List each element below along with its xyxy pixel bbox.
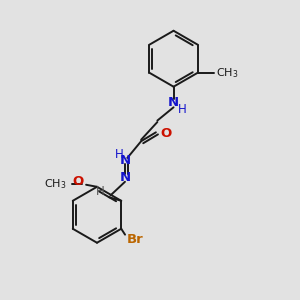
Text: H: H — [115, 148, 124, 161]
Text: O: O — [160, 127, 172, 140]
Text: H: H — [178, 103, 187, 116]
Text: H: H — [96, 185, 104, 198]
Text: Br: Br — [127, 232, 143, 246]
Text: CH$_3$: CH$_3$ — [44, 177, 67, 191]
Text: N: N — [167, 96, 178, 110]
Text: N: N — [119, 154, 130, 167]
Text: CH$_3$: CH$_3$ — [216, 66, 239, 80]
Text: O: O — [73, 175, 84, 188]
Text: N: N — [119, 172, 130, 184]
